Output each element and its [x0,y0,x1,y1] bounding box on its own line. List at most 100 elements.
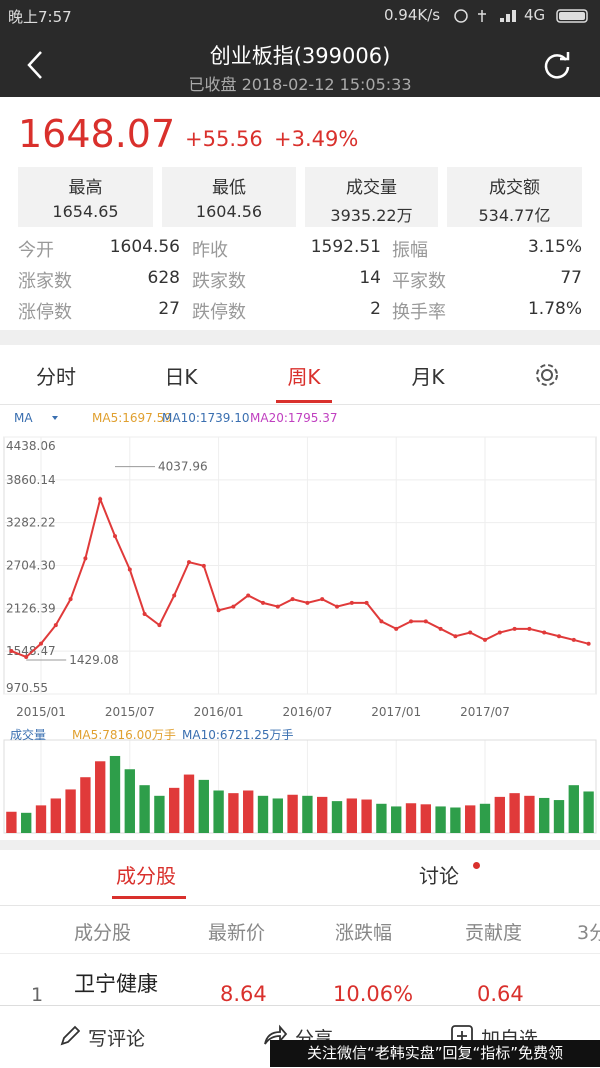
unread-dot [473,862,480,869]
price-point [379,619,384,624]
y-tick-label: 4438.06 [6,439,56,453]
stat-box: 成交量 3935.22万 [305,167,438,227]
share-icon [264,1024,288,1045]
price-point [542,630,547,635]
list-tab[interactable]: 讨论 [419,864,459,888]
watermark: 关注微信“老韩实盘”回复“指标”免费领 [270,1040,600,1067]
detail-label: 振幅 [392,240,428,261]
table-header[interactable]: 涨跌幅 [335,922,393,944]
detail-value: 628 [147,268,180,288]
price-point [187,560,191,565]
volume-bar [243,790,254,833]
x-tick-label: 2015/07 [105,705,155,719]
chart-tab[interactable]: 月K [411,365,445,389]
chart-tab[interactable]: 分时 [36,365,76,389]
volume-bar [302,795,313,833]
tab-underline [276,400,332,403]
quote-price: 1648.07 [18,112,176,156]
stat-label: 成交量 [346,178,397,198]
price-point [394,626,399,631]
price-point [335,604,339,609]
stock-name[interactable]: 卫宁健康 [74,972,158,996]
volume-bar [361,799,372,833]
price-point [557,634,561,639]
detail-label: 换手率 [392,302,446,323]
volume-bar [509,793,520,833]
price-line [11,495,589,659]
price-point [98,497,103,502]
volume-bar [21,812,32,833]
header-subtitle: 已收盘 2018-02-12 15:05:33 [188,75,412,94]
status-network: 4G [524,6,546,24]
detail-label: 跌家数 [192,271,246,292]
battery-icon [556,9,588,23]
price-point [497,630,502,635]
tab-underline [112,896,186,899]
price-point [453,634,458,639]
refresh-button[interactable] [542,50,572,80]
price-point [571,637,576,642]
price-point [275,604,280,609]
status-icons [454,9,516,23]
volume-bar [524,795,535,833]
y-tick-label: 970.55 [6,681,48,695]
price-point [423,619,428,624]
price-point [290,597,295,602]
price-point [246,593,251,598]
volume-bar [95,761,106,833]
ma-legend: MA [14,411,33,425]
volume-bar [539,797,550,833]
detail-label: 今开 [18,240,54,261]
stat-label: 成交额 [489,178,540,198]
volume-frame [3,739,597,834]
stat-label: 最低 [212,178,246,198]
stat-value: 1654.65 [52,202,119,221]
back-button[interactable] [24,50,48,80]
price-point [201,563,206,568]
volume-bar [257,795,269,833]
settings-button[interactable] [533,361,561,389]
price-point [83,556,88,561]
price-point [68,597,73,602]
chart-tab[interactable]: 日K [164,365,198,389]
y-tick-label: 2704.30 [6,559,56,573]
app-header: 晚上7:57 0.94K/s 4G 创业板指(399006) 已收盘 2018-… [0,0,600,97]
divider [0,404,600,405]
price-point [127,567,132,572]
volume-bar [346,798,357,833]
ma-legend: MA20:1795.37 [250,411,338,425]
detail-value: 1604.56 [109,237,180,257]
price-point [53,623,58,628]
volume-bar [568,785,579,833]
table-header[interactable]: 贡献度 [465,922,523,944]
quote-change-pct: +3.49% [274,127,359,151]
price-point [527,626,532,631]
volume-bar [391,806,402,833]
volume-legend: MA5:7816.00万手 [72,728,176,742]
volume-bar [479,803,491,833]
table-header[interactable]: 最新价 [208,922,266,944]
volume-bar [169,787,180,833]
legend-caret [52,416,58,420]
quote-change: +55.56 [185,127,263,151]
volume-bar [154,795,165,833]
volume-bar [139,785,150,833]
volume-bar [213,790,224,833]
chart-tab[interactable]: 周K [287,365,321,389]
footer-button[interactable]: 写评论 [88,1028,146,1050]
price-point [409,619,413,624]
price-point [9,649,14,654]
detail-label: 跌停数 [192,302,246,323]
divider [0,953,600,954]
volume-bar [450,807,461,833]
list-tab[interactable]: 成分股 [116,864,176,888]
volume-bar [465,805,476,833]
volume-bar [109,755,121,833]
price-point [172,593,177,598]
table-header[interactable]: 3分 [577,922,600,944]
volume-bar [124,769,135,833]
price-point [113,534,117,539]
status-speed: 0.94K/s [384,6,441,24]
volume-bar [35,805,47,833]
separator [0,330,600,345]
